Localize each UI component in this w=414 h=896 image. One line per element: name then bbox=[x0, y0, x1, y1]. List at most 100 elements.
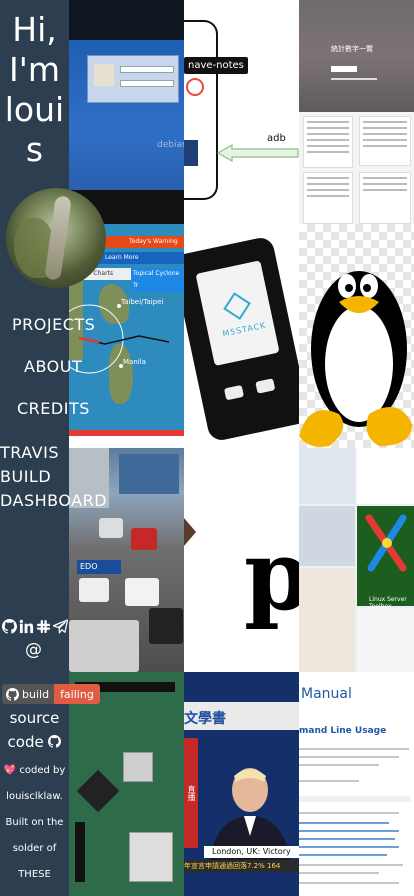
credits-line[interactable]: THESE bbox=[18, 869, 51, 880]
doc-line bbox=[299, 846, 399, 848]
greeting-line: Hi, bbox=[12, 10, 57, 49]
pcb-slot bbox=[123, 752, 153, 782]
pcb-slot bbox=[129, 832, 173, 882]
nav-travis-dashboard-link[interactable]: TRAVIS BUILD DASHBOARD bbox=[0, 441, 120, 513]
device-button bbox=[223, 384, 245, 401]
map-marker bbox=[119, 364, 123, 368]
build-status-badge[interactable]: build failing bbox=[2, 684, 100, 704]
tools-thumb bbox=[357, 448, 414, 504]
credits-line: Built on the bbox=[5, 817, 64, 828]
doc-line bbox=[299, 830, 399, 832]
map-place: Taibei/Taipei bbox=[121, 298, 164, 306]
device-button bbox=[255, 378, 276, 394]
project-tile-manual[interactable]: Manual mand Line Usage bbox=[299, 672, 414, 896]
pcb-header bbox=[75, 822, 85, 882]
screenshot-thumb bbox=[303, 116, 353, 168]
doc-line bbox=[299, 854, 387, 856]
doc-line bbox=[299, 812, 399, 814]
doc-line bbox=[299, 872, 379, 874]
project-tile-speech[interactable]: 文學書 直播 London, UK: Victory Speech 年宣言申請通… bbox=[184, 672, 299, 896]
doc-code-line bbox=[299, 796, 411, 802]
doc-line bbox=[299, 748, 409, 750]
badge-left: build bbox=[2, 684, 55, 704]
map-tabs: ter Charts Topical Cyclone Tr bbox=[69, 268, 184, 292]
hero-input bbox=[331, 66, 357, 72]
phone-icon bbox=[184, 140, 198, 166]
doc-line bbox=[299, 780, 359, 782]
tv-ticker: 年宣言申請通過回落7.2% 164 bbox=[184, 860, 299, 872]
nav-travis-line: TRAVIS bbox=[0, 443, 59, 462]
nav-about-link[interactable]: ABOUT bbox=[24, 357, 83, 376]
credits-line: coded by bbox=[19, 765, 66, 776]
nav-credits-link[interactable]: CREDITS bbox=[17, 399, 90, 418]
credits-line: solder of bbox=[12, 843, 57, 854]
tile-hero: 統計數字一覽 bbox=[299, 0, 414, 112]
map-tab-active: Topical Cyclone Tr bbox=[131, 268, 184, 292]
greeting-line: I'm bbox=[9, 50, 60, 89]
screenshot-thumb bbox=[303, 172, 353, 224]
greeting-heading: Hi, I'm loui s bbox=[0, 10, 69, 170]
tools-thumb bbox=[299, 506, 355, 566]
pcb-header bbox=[75, 682, 175, 692]
tv-side-label: 直播 bbox=[184, 738, 198, 848]
map-footer bbox=[69, 430, 184, 448]
arrow-icon bbox=[216, 143, 299, 163]
project-tile-pcb[interactable] bbox=[69, 672, 184, 896]
street-sign: EDO bbox=[77, 560, 121, 574]
tools-thumb bbox=[299, 448, 355, 504]
avatar bbox=[6, 188, 106, 288]
car bbox=[131, 528, 157, 550]
heart-icon: 💖 bbox=[3, 765, 17, 776]
project-tile-m5stack[interactable]: M5STACK bbox=[184, 224, 299, 448]
project-tile-p[interactable]: p bbox=[184, 448, 299, 672]
m5-logo-icon bbox=[223, 292, 251, 320]
badge-status: failing bbox=[54, 684, 100, 704]
credits-text: 💖 coded by louisclklaw. Built on the sol… bbox=[0, 758, 69, 888]
slack-icon[interactable] bbox=[35, 617, 51, 635]
typhoon-track bbox=[69, 304, 170, 374]
hero-title: 統計數字一覽 bbox=[331, 45, 373, 53]
building bbox=[69, 448, 109, 508]
car bbox=[79, 578, 109, 602]
map-land bbox=[109, 344, 133, 404]
project-tile-street[interactable]: EDO bbox=[69, 448, 184, 672]
project-tile-diagram[interactable]: nave-notes adb bbox=[184, 0, 299, 224]
tile-letter: p bbox=[244, 519, 299, 632]
tux-penguin-icon bbox=[299, 271, 412, 447]
building bbox=[119, 454, 179, 494]
email-link[interactable]: @ bbox=[25, 640, 42, 660]
source-code-link[interactable]: source code bbox=[0, 706, 69, 754]
tv-caption: London, UK: Victory Speech bbox=[204, 846, 299, 868]
dialog-field bbox=[120, 66, 174, 73]
doc-line bbox=[299, 764, 379, 766]
map-tab: ter Charts bbox=[83, 270, 114, 277]
project-tile-stats[interactable]: 統計數字一覽 bbox=[299, 0, 414, 224]
github-icon[interactable] bbox=[1, 617, 17, 635]
car bbox=[69, 620, 139, 672]
project-tile-tools[interactable]: Linux Server Toolbox bbox=[299, 448, 414, 672]
play-icon bbox=[184, 518, 196, 546]
tools-thumb bbox=[357, 506, 414, 606]
tools-thumb bbox=[299, 568, 355, 672]
car bbox=[125, 578, 159, 606]
dialog-picture bbox=[94, 64, 114, 86]
credits-line[interactable]: louisclklaw. bbox=[6, 791, 63, 802]
map-place: Manila bbox=[123, 358, 146, 366]
car bbox=[99, 518, 123, 538]
nav-travis-line: DASHBOARD bbox=[0, 491, 108, 510]
linkedin-icon[interactable] bbox=[18, 617, 34, 635]
doc-line bbox=[299, 882, 399, 884]
map-land bbox=[69, 280, 83, 360]
github-icon bbox=[6, 687, 19, 701]
map-marker bbox=[117, 304, 121, 308]
project-tile-linux[interactable] bbox=[299, 224, 414, 448]
tools-thumb bbox=[357, 608, 414, 672]
nav-projects-link[interactable]: PROJECTS bbox=[12, 315, 96, 334]
logo-icon bbox=[186, 78, 204, 96]
doc-line bbox=[299, 756, 399, 758]
hero-line bbox=[331, 78, 377, 80]
telegram-icon[interactable] bbox=[52, 617, 68, 635]
pcb-chip bbox=[76, 769, 120, 813]
